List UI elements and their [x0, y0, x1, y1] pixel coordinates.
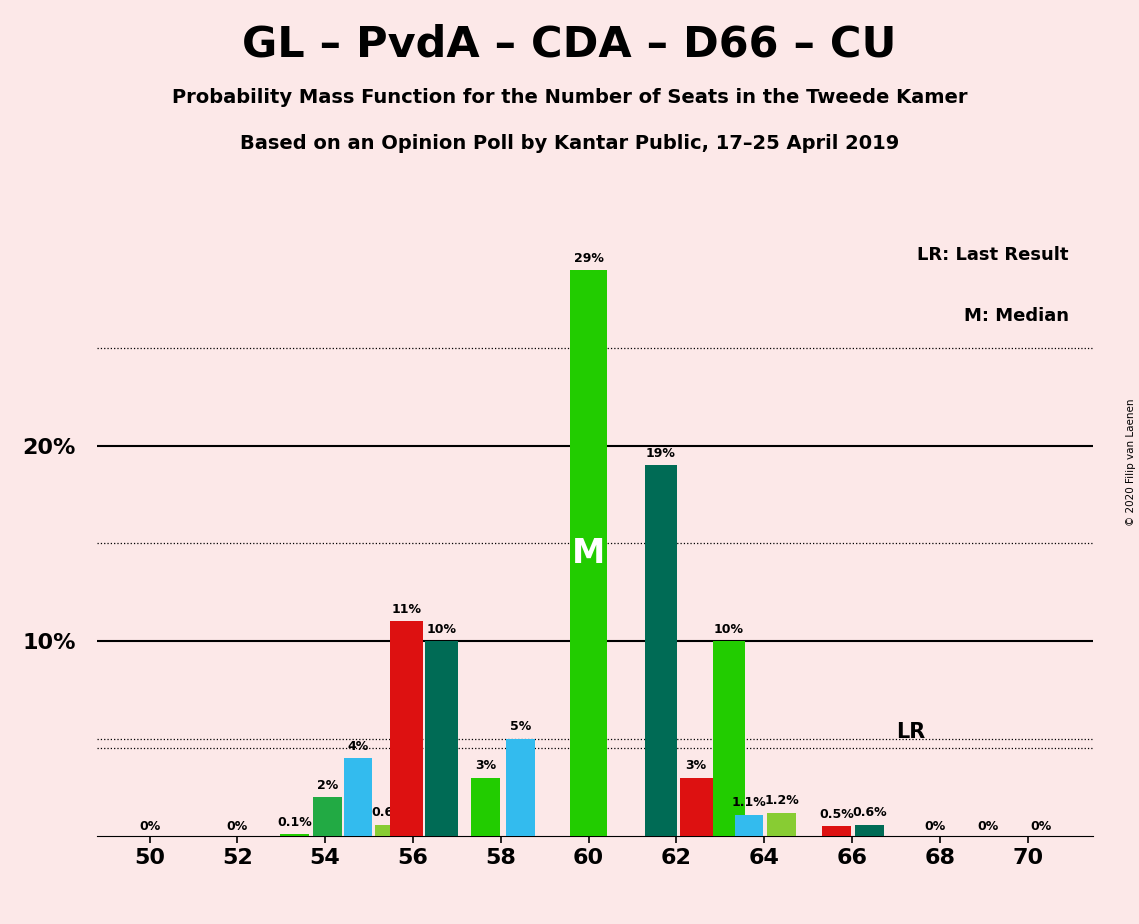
- Text: 3%: 3%: [686, 760, 706, 772]
- Text: 10%: 10%: [714, 623, 744, 636]
- Text: Probability Mass Function for the Number of Seats in the Tweede Kamer: Probability Mass Function for the Number…: [172, 88, 967, 107]
- Text: LR: LR: [896, 722, 925, 742]
- Text: 1.2%: 1.2%: [764, 795, 800, 808]
- Text: © 2020 Filip van Laenen: © 2020 Filip van Laenen: [1126, 398, 1136, 526]
- Bar: [680, 778, 713, 836]
- Text: 0%: 0%: [1030, 820, 1051, 833]
- Text: 0.6%: 0.6%: [852, 806, 887, 819]
- Text: 0%: 0%: [227, 820, 248, 833]
- Text: 0.6%: 0.6%: [371, 806, 407, 819]
- Bar: [735, 815, 763, 836]
- Text: 0%: 0%: [139, 820, 161, 833]
- Text: LR: Last Result: LR: Last Result: [917, 246, 1068, 264]
- Bar: [280, 834, 309, 836]
- Text: 0%: 0%: [977, 820, 999, 833]
- Text: 3%: 3%: [475, 760, 495, 772]
- Bar: [855, 824, 884, 836]
- Bar: [344, 758, 372, 836]
- Text: 1.1%: 1.1%: [731, 796, 767, 809]
- Text: 0.5%: 0.5%: [819, 808, 854, 821]
- Text: 5%: 5%: [510, 720, 531, 733]
- Bar: [425, 641, 458, 836]
- Text: Based on an Opinion Poll by Kantar Public, 17–25 April 2019: Based on an Opinion Poll by Kantar Publi…: [240, 134, 899, 153]
- Text: M: M: [572, 537, 605, 569]
- Bar: [472, 778, 500, 836]
- Bar: [570, 270, 607, 836]
- Bar: [768, 813, 796, 836]
- Text: GL – PvdA – CDA – D66 – CU: GL – PvdA – CDA – D66 – CU: [243, 23, 896, 65]
- Text: 11%: 11%: [392, 603, 421, 616]
- Bar: [645, 466, 678, 836]
- Text: 10%: 10%: [426, 623, 457, 636]
- Text: 19%: 19%: [646, 447, 675, 460]
- Text: 4%: 4%: [347, 739, 369, 753]
- Bar: [713, 641, 746, 836]
- Text: 2%: 2%: [317, 779, 338, 792]
- Text: 29%: 29%: [574, 251, 604, 264]
- Bar: [822, 826, 851, 836]
- Bar: [506, 738, 534, 836]
- Text: M: Median: M: Median: [964, 307, 1068, 324]
- Bar: [375, 824, 403, 836]
- Bar: [313, 797, 342, 836]
- Text: 0%: 0%: [925, 820, 947, 833]
- Bar: [390, 622, 423, 836]
- Text: 0.1%: 0.1%: [277, 816, 312, 829]
